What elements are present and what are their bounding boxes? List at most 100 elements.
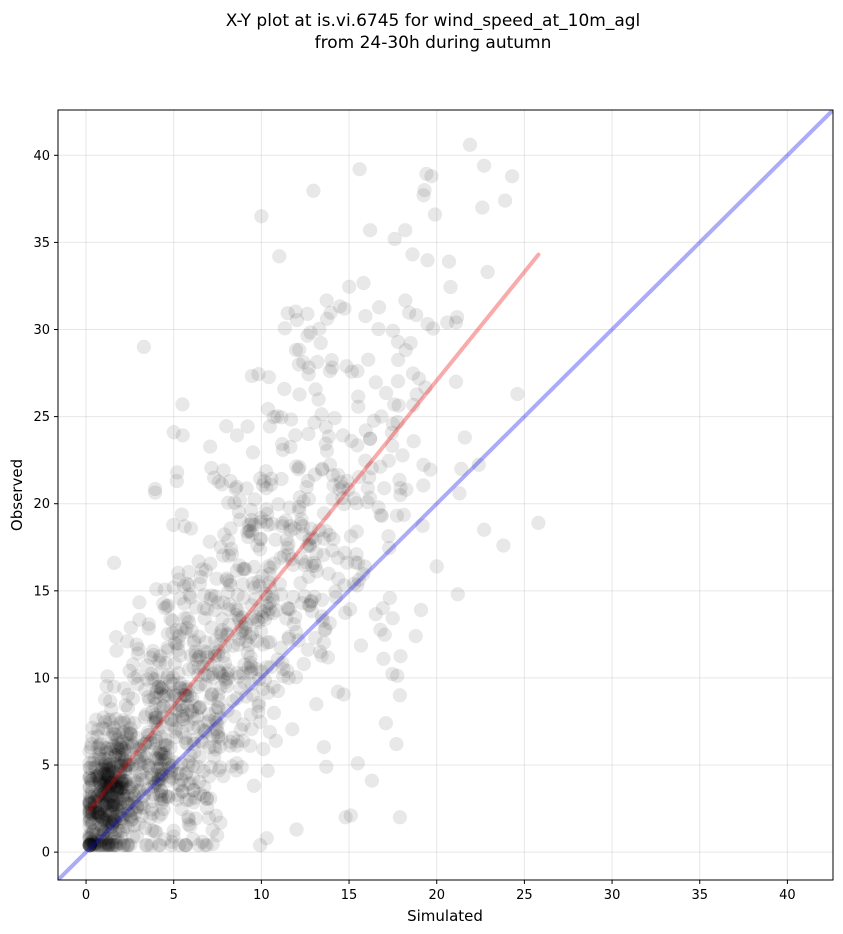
data-point [119,838,134,853]
data-point [156,761,171,776]
data-point [203,691,218,706]
data-point [97,806,112,821]
data-point [213,637,227,651]
data-point [85,816,100,831]
data-point [181,817,196,832]
data-point [82,838,97,853]
data-point [389,737,404,752]
data-point [170,788,185,802]
data-point [179,765,194,780]
data-point [134,808,149,823]
reference-lines [58,110,833,880]
data-point [373,622,388,637]
data-point [149,710,164,725]
data-point [398,223,413,238]
data-point [83,761,98,776]
data-point [161,757,176,772]
data-point [332,299,347,314]
data-point [132,754,147,769]
data-point [253,471,268,486]
data-point [325,492,340,507]
data-point [255,610,270,624]
data-point [111,759,126,774]
data-point [109,643,124,658]
data-point [262,635,277,650]
data-point [351,555,366,570]
data-point [262,419,277,434]
data-point [312,321,327,336]
data-point [82,831,97,846]
data-point [275,442,290,457]
data-point [161,790,176,805]
data-point [238,620,253,635]
data-point [90,804,105,819]
data-point [127,716,142,731]
data-point [98,756,113,771]
data-point [301,427,316,441]
data-point [96,758,111,773]
data-point [129,730,144,745]
data-point [210,648,225,663]
data-point [132,612,147,627]
data-point [85,806,100,821]
data-point [282,500,297,515]
data-point [255,478,270,493]
data-point [326,478,341,493]
data-point [322,364,337,379]
data-point [116,777,131,792]
data-point [94,833,109,848]
data-point [205,666,220,681]
data-point [292,500,307,514]
data-point [183,703,198,718]
data-point [108,780,123,794]
data-point [211,474,226,489]
data-point [99,781,114,796]
data-point [83,838,98,853]
data-point [228,601,243,616]
data-point [140,838,155,853]
data-point [274,410,289,425]
data-point [292,490,307,505]
data-point [362,490,377,505]
data-point [387,231,402,246]
data-point [178,838,193,853]
data-point [205,688,219,703]
data-point [100,766,115,780]
data-point [107,800,122,814]
data-point [122,663,137,678]
data-point [143,810,158,825]
data-point [124,735,139,750]
data-point [149,715,164,730]
data-point [101,762,116,777]
data-point [193,677,208,692]
data-point [261,370,276,385]
data-point [505,169,520,184]
data-point [127,796,142,811]
data-point [261,559,276,574]
data-point [173,681,188,696]
data-point [414,603,428,617]
data-point [86,823,101,838]
data-point [91,808,106,823]
data-point [124,727,138,742]
data-point [277,382,292,396]
data-point [372,300,387,315]
data-point [107,814,122,829]
data-point [104,816,119,831]
data-point [191,660,206,675]
data-point [105,789,120,803]
data-point [226,638,240,653]
data-point [371,322,386,336]
data-point [244,659,259,674]
data-point [381,529,396,544]
data-point [145,671,159,686]
data-point [105,838,120,853]
data-point [86,824,101,839]
data-point [208,712,223,727]
data-point [101,838,116,853]
data-point [147,824,162,839]
data-point [110,823,125,838]
data-point [135,772,150,787]
data-point [318,419,333,434]
data-point [99,779,113,793]
